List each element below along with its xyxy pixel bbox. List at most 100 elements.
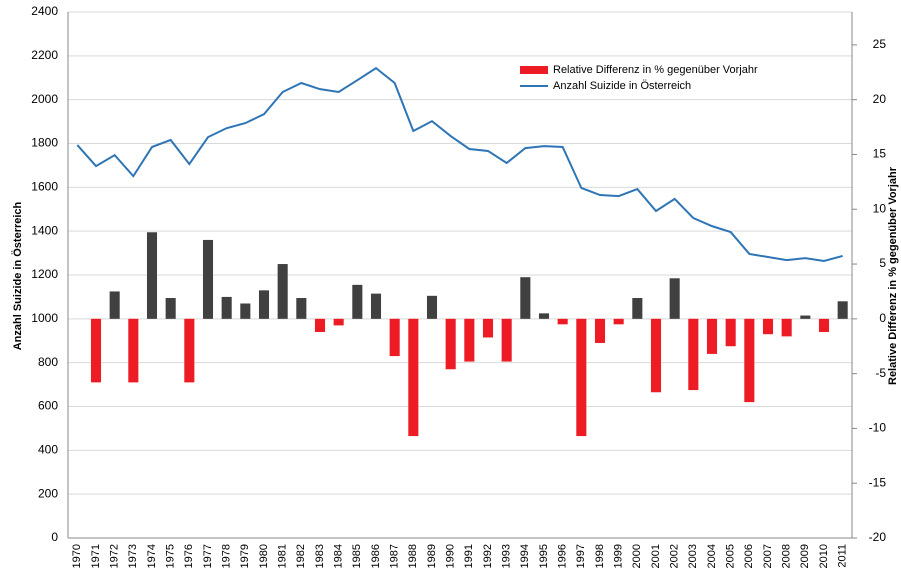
bar [445, 318, 456, 370]
bar [408, 318, 419, 437]
bar [221, 296, 232, 319]
y2-tick-label: -15 [869, 475, 887, 489]
legend-swatch [520, 66, 548, 74]
bar [333, 318, 344, 326]
x-tick-label: 1998 [594, 544, 606, 568]
bar [240, 303, 251, 319]
y-tick-label: 2200 [31, 48, 58, 62]
x-tick-label: 2003 [687, 544, 699, 568]
x-tick-label: 2004 [706, 544, 718, 568]
x-tick-label: 2008 [781, 544, 793, 568]
x-tick-label: 1977 [202, 544, 214, 568]
bar [165, 298, 176, 319]
x-tick-label: 1986 [370, 544, 382, 568]
bar [389, 318, 400, 357]
y2-tick-label: 0 [879, 311, 886, 325]
x-tick-label: 2001 [650, 544, 662, 568]
bar [762, 318, 774, 335]
bar [800, 315, 811, 319]
y2-tick-label: 10 [873, 201, 887, 215]
x-tick-label: 2005 [725, 544, 737, 568]
y-tick-label: 2400 [31, 4, 58, 18]
x-tick-label: 1974 [146, 544, 158, 568]
x-tick-label: 1999 [613, 544, 625, 568]
bar [464, 318, 475, 362]
bar [632, 298, 643, 319]
x-tick-label: 1975 [165, 544, 177, 568]
bar [669, 278, 680, 319]
bar [202, 239, 214, 319]
bar [725, 318, 736, 347]
bar [706, 318, 718, 354]
y2-tick-label: 20 [873, 92, 887, 106]
bar [538, 313, 550, 319]
bar [314, 318, 326, 332]
y-tick-label: 200 [38, 486, 58, 500]
x-tick-label: 1993 [501, 544, 513, 568]
line [76, 66, 843, 262]
bar [520, 277, 531, 319]
bar [557, 318, 568, 325]
y-tick-label: 1200 [31, 267, 58, 281]
bar [426, 295, 438, 319]
bar [296, 298, 307, 319]
bar [277, 264, 288, 319]
y2-tick-label: 25 [873, 37, 887, 51]
x-tick-label: 2002 [669, 544, 681, 568]
y2-tick-label: -10 [869, 421, 887, 435]
bar [258, 290, 270, 319]
x-tick-label: 1980 [258, 544, 270, 568]
x-tick-label: 1992 [482, 544, 494, 568]
y2-axis-label: Relative Differenz in % gegenüber Vorjah… [887, 166, 899, 385]
bar [128, 318, 139, 383]
x-tick-label: 1990 [445, 544, 457, 568]
bar [501, 318, 512, 362]
x-tick-label: 1985 [351, 544, 363, 568]
x-tick-label: 1984 [333, 544, 345, 568]
y2-tick-label: -20 [869, 530, 887, 544]
y-tick-label: 600 [38, 399, 58, 413]
y-tick-label: 800 [38, 355, 58, 369]
legend-label: Anzahl Suizide in Österreich [553, 80, 691, 92]
bar [594, 318, 606, 343]
x-tick-label: 1996 [557, 544, 569, 568]
y-tick-label: 1400 [31, 223, 58, 237]
bar [109, 291, 120, 319]
bar [744, 318, 755, 403]
bar [184, 318, 195, 383]
x-tick-label: 1987 [389, 544, 401, 568]
x-tick-label: 2010 [818, 544, 830, 568]
bar [613, 318, 624, 325]
x-tick-label: 2000 [631, 544, 643, 568]
bar [370, 293, 382, 319]
x-tick-label: 1979 [239, 544, 251, 568]
x-tick-label: 1972 [109, 544, 121, 568]
legend-label: Relative Differenz in % gegenüber Vorjah… [553, 64, 758, 76]
x-tick-label: 2007 [762, 544, 774, 568]
bar [576, 318, 587, 437]
x-tick-label: 1989 [426, 544, 438, 568]
bar [482, 318, 494, 338]
y-tick-label: 1800 [31, 136, 58, 150]
bar [90, 318, 102, 383]
x-tick-label: 1982 [295, 544, 307, 568]
y2-tick-label: -5 [875, 366, 886, 380]
y2-tick-label: 5 [879, 256, 886, 270]
y-tick-label: 1600 [31, 180, 58, 194]
x-tick-label: 1971 [90, 544, 102, 568]
x-tick-label: 1991 [463, 544, 475, 568]
x-tick-label: 1983 [314, 544, 326, 568]
bar [818, 318, 830, 332]
bar [146, 232, 158, 319]
bar [837, 301, 848, 319]
x-tick-label: 1995 [538, 544, 550, 568]
x-tick-label: 2011 [837, 544, 849, 568]
y-tick-label: 400 [38, 443, 58, 457]
x-tick-label: 2009 [799, 544, 811, 568]
y-tick-label: 0 [51, 530, 58, 544]
y2-tick-label: 15 [873, 147, 887, 161]
y-tick-label: 2000 [31, 92, 58, 106]
y-axis-label: Anzahl Suizide in Österreich [11, 201, 24, 350]
x-tick-label: 1973 [127, 544, 139, 568]
